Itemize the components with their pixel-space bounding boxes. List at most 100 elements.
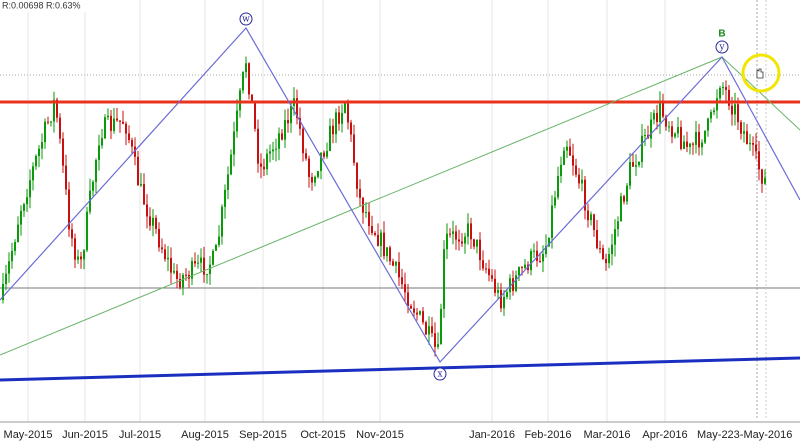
candle-body	[488, 268, 490, 276]
candle-body	[596, 230, 598, 249]
candle-body	[26, 197, 28, 205]
candle-body	[548, 237, 550, 247]
candle-body	[59, 117, 61, 139]
candle-body	[482, 260, 484, 269]
candle-body	[530, 251, 532, 271]
candle-body	[203, 257, 205, 275]
wave-marker	[715, 40, 729, 54]
candle-body	[17, 224, 19, 242]
candle-body	[449, 233, 451, 235]
candle-body	[536, 250, 538, 261]
candle-body	[743, 131, 745, 134]
candle-body	[53, 99, 55, 122]
candle-body	[512, 278, 514, 291]
candle-body	[164, 249, 166, 260]
candle-body	[539, 260, 541, 262]
candle-body	[167, 257, 169, 260]
candle-body	[233, 131, 235, 155]
x-axis-label: Nov-2015	[356, 429, 404, 441]
candle-body	[317, 170, 319, 177]
candle-body	[692, 143, 694, 145]
candle-body	[656, 112, 658, 122]
candle-body	[392, 261, 394, 266]
candle-body	[395, 261, 397, 266]
candle-body	[464, 236, 466, 244]
candle-body	[278, 133, 280, 149]
candle-body	[650, 119, 652, 139]
wave-marker	[433, 367, 447, 381]
candle-body	[509, 278, 511, 293]
candle-body	[479, 239, 481, 261]
candle-body	[410, 305, 412, 309]
candle-body	[335, 112, 337, 135]
wave-label: y	[718, 43, 725, 53]
candle-body	[56, 99, 58, 118]
candle-body	[644, 135, 646, 137]
candle-body	[734, 104, 736, 115]
candle-body	[215, 244, 217, 251]
candle-body	[551, 205, 553, 238]
candle-body	[758, 151, 760, 170]
candle-body	[50, 121, 52, 123]
wave-label: B	[718, 29, 725, 40]
candle-body	[401, 277, 403, 285]
candle-body	[599, 248, 601, 250]
candle-body	[701, 142, 703, 148]
candle-body	[23, 204, 25, 211]
candle-body	[695, 131, 697, 145]
candle-body	[260, 163, 262, 167]
candle-body	[380, 232, 382, 246]
candle-body	[635, 165, 637, 167]
candle-body	[311, 176, 313, 183]
candle-body	[212, 250, 214, 265]
candle-body	[383, 232, 385, 257]
candle-body	[206, 274, 208, 276]
candle-body	[389, 247, 391, 262]
candle-body	[722, 87, 724, 89]
candle-body	[209, 264, 211, 275]
candle-body	[590, 214, 592, 221]
candle-body	[608, 254, 610, 264]
candle-body	[131, 140, 133, 147]
candle-body	[518, 267, 520, 276]
candle-body	[137, 156, 139, 186]
candle-body	[239, 90, 241, 111]
candle-body	[683, 141, 685, 149]
candle-body	[431, 326, 433, 334]
x-axis-label: May-2015	[4, 429, 53, 441]
candle-body	[221, 206, 223, 237]
candle-body	[338, 112, 340, 124]
candle-body	[353, 134, 355, 163]
candle-body	[314, 176, 316, 183]
candle-body	[515, 275, 517, 291]
candle-body	[713, 110, 715, 113]
candle-body	[611, 244, 613, 255]
candle-body	[104, 117, 106, 139]
x-axis-label: Jun-2015	[62, 429, 108, 441]
candle-body	[344, 102, 346, 113]
candle-body	[416, 312, 418, 315]
candle-body	[194, 261, 196, 264]
candle-body	[632, 162, 634, 167]
candle-body	[32, 166, 34, 181]
candle-body	[14, 241, 16, 251]
candle-body	[575, 165, 577, 175]
candle-body	[671, 126, 673, 137]
candle-body	[68, 189, 70, 230]
candle-body	[620, 196, 622, 222]
candle-body	[419, 311, 421, 315]
candle-body	[578, 174, 580, 184]
candle-body	[287, 120, 289, 124]
candle-body	[242, 72, 244, 91]
candle-body	[140, 183, 142, 186]
candle-body	[152, 217, 154, 226]
candle-body	[185, 274, 187, 276]
candle-body	[245, 63, 247, 73]
candle-body	[155, 217, 157, 229]
candle-body	[623, 196, 625, 202]
candle-body	[290, 105, 292, 124]
candle-body	[62, 138, 64, 166]
candle-body	[92, 181, 94, 191]
